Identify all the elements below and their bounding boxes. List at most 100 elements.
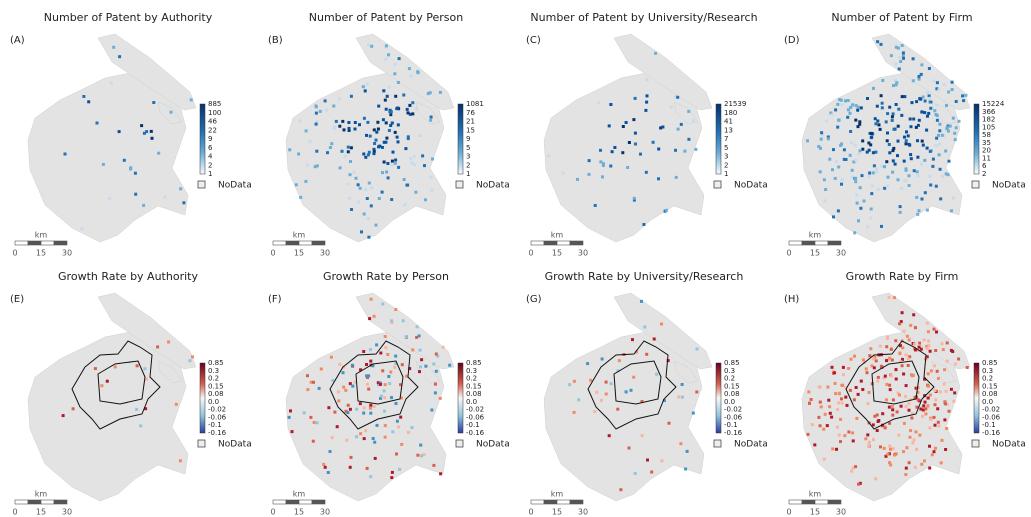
- map-cell: [372, 314, 376, 318]
- map-cell: [870, 131, 874, 135]
- scale-bar: [569, 499, 584, 505]
- scale-bar: [272, 499, 287, 505]
- map-cell: [858, 122, 862, 126]
- map-cell: [621, 125, 625, 128]
- map-cell: [836, 125, 840, 129]
- map-cell: [306, 388, 310, 392]
- map-cell: [386, 353, 390, 356]
- map-cell: [145, 377, 148, 381]
- map-cell: [895, 81, 899, 85]
- map-cell: [607, 124, 611, 128]
- map-cell: [910, 416, 914, 420]
- map-cell: [432, 463, 436, 467]
- map-cell: [926, 396, 930, 400]
- map-cell: [865, 371, 869, 375]
- map-cell: [304, 129, 308, 133]
- map-cell: [373, 142, 377, 145]
- legend-label: 0.2: [208, 375, 219, 383]
- scale-bar: [14, 499, 29, 505]
- map-cell: [828, 411, 832, 415]
- map-cell: [412, 154, 416, 158]
- map-cell: [438, 396, 442, 400]
- scale-tick: 15: [552, 249, 562, 258]
- scale-bar: [814, 499, 829, 505]
- map-cell: [836, 209, 840, 213]
- legend-label: 0.0: [724, 398, 735, 406]
- map-cell: [418, 370, 421, 374]
- map-cell: [415, 107, 419, 111]
- map-cell: [424, 364, 428, 368]
- map-cell: [915, 195, 919, 199]
- map-cell: [850, 168, 854, 172]
- map-cell: [921, 95, 925, 99]
- nodata-label: NoData: [734, 440, 768, 450]
- map-cell: [396, 123, 400, 127]
- map-cell: [358, 123, 361, 127]
- region: [613, 33, 713, 111]
- map-cell: [384, 346, 388, 350]
- legend-label: 7: [724, 135, 728, 143]
- map-cell: [381, 118, 385, 122]
- colorbar: [715, 103, 722, 175]
- scale-tick: 30: [836, 508, 846, 517]
- inner-boundary: [613, 360, 662, 405]
- map-cell: [397, 425, 401, 429]
- legend-label: -0.16: [982, 429, 1001, 437]
- map-cell: [882, 446, 886, 450]
- map-cell: [897, 433, 901, 437]
- map-cell: [895, 410, 899, 414]
- map-cell: [907, 461, 911, 465]
- map-cell: [639, 152, 642, 156]
- map-panel: Growth Rate by University/Research(G) 0.8…: [526, 270, 768, 517]
- map-cell: [908, 355, 912, 359]
- map-cell: [944, 149, 948, 153]
- map-cell: [337, 399, 341, 403]
- map-cell: [935, 114, 939, 117]
- map-cell: [326, 471, 330, 474]
- map-cell: [348, 407, 352, 411]
- map-cell: [925, 355, 929, 359]
- map-cell: [900, 113, 904, 117]
- map-cell: [366, 217, 370, 221]
- map-cell: [391, 430, 395, 434]
- map-cell: [382, 89, 386, 93]
- map-cell: [832, 215, 835, 219]
- map-cell: [840, 182, 843, 186]
- map-cell: [362, 152, 366, 156]
- map-cell: [404, 335, 408, 339]
- legend-label: 2: [208, 161, 212, 169]
- map-cell: [892, 127, 896, 131]
- map-cell: [640, 434, 644, 438]
- map-cell: [867, 175, 871, 179]
- map-cell: [394, 402, 398, 405]
- map-cell: [930, 453, 934, 457]
- map-cell: [857, 482, 861, 486]
- map-cell: [384, 140, 388, 144]
- map-cell: [642, 223, 646, 226]
- map-cell: [953, 362, 957, 366]
- map-cell: [921, 414, 924, 418]
- map-cell: [876, 379, 880, 383]
- map-cell: [898, 393, 901, 397]
- map-cell: [353, 380, 357, 384]
- map-cell: [950, 209, 953, 213]
- map-cell: [601, 175, 604, 179]
- legend-label: 21539: [724, 100, 746, 108]
- scale-bar: [285, 240, 300, 246]
- map-cell: [646, 458, 649, 462]
- panel-label: (D): [784, 35, 800, 46]
- map-cell: [947, 159, 951, 163]
- map-cell: [645, 94, 649, 98]
- map-cell: [358, 402, 362, 406]
- map-cell: [896, 154, 899, 158]
- map-cell: [384, 44, 388, 48]
- map-cell: [877, 419, 881, 422]
- map-cell: [911, 441, 915, 445]
- map-panel: Number of Patent by Person(B)10817621159…: [268, 11, 510, 258]
- map-cell: [371, 364, 375, 368]
- legend-label: 1: [724, 170, 728, 178]
- map-cell: [831, 168, 834, 172]
- map-panel: Growth Rate by Person(F)0.850.30.20.150.…: [268, 270, 510, 517]
- region: [801, 71, 963, 243]
- nodata-label: NoData: [992, 181, 1026, 191]
